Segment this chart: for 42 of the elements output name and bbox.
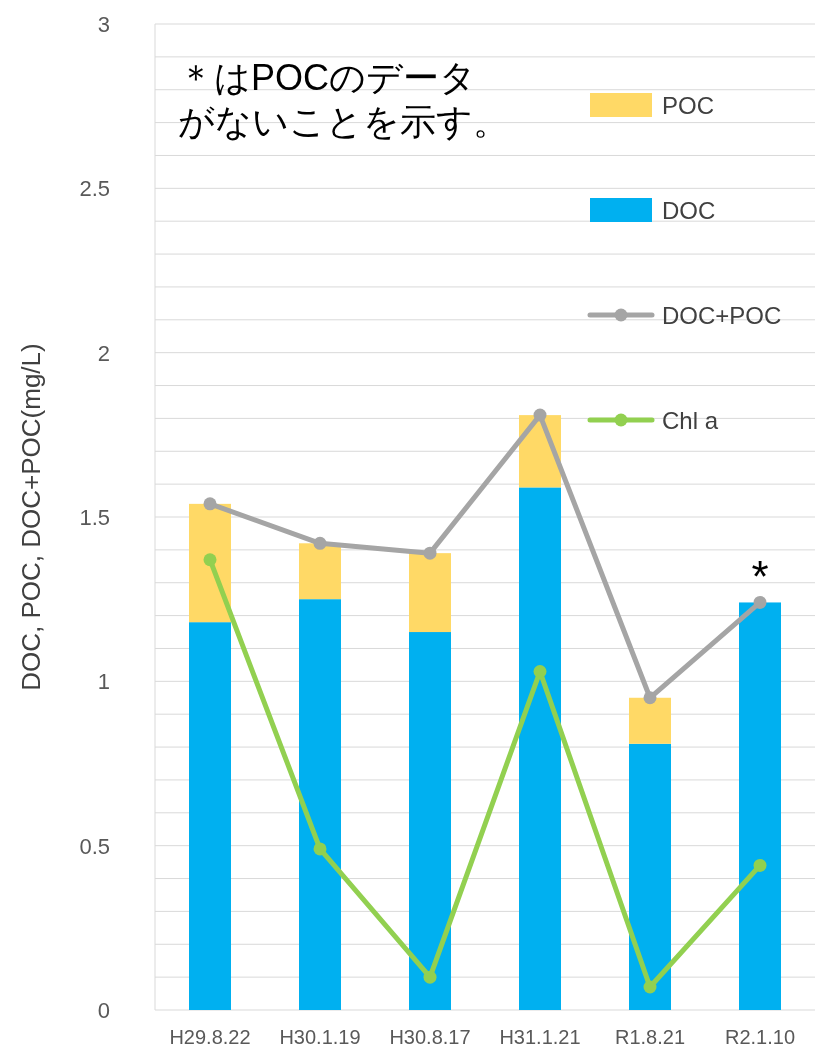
legend-label: Chl a xyxy=(662,407,719,434)
y-tick-label: 0 xyxy=(97,998,110,1023)
point xyxy=(313,842,327,856)
y-tick-label: 3 xyxy=(97,12,110,37)
annotation: * xyxy=(751,552,769,602)
bar xyxy=(409,553,451,633)
x-tick-label: R2.1.10 xyxy=(724,1026,796,1048)
point xyxy=(533,408,547,422)
point xyxy=(423,970,437,984)
y-axis-title: DOC, POC, DOC+POC(mg/L) xyxy=(16,343,46,691)
x-tick-label: H30.1.19 xyxy=(279,1026,361,1048)
bar xyxy=(299,543,341,600)
bar xyxy=(629,743,671,1010)
point xyxy=(753,595,767,609)
point xyxy=(753,858,767,872)
bar xyxy=(299,599,341,1010)
point xyxy=(203,553,217,567)
y-tick-label: 1.5 xyxy=(79,505,110,530)
bar xyxy=(409,632,451,1010)
x-tick-label: H31.1.21 xyxy=(499,1026,581,1048)
point xyxy=(643,980,657,994)
annotation: がないことを示す。 xyxy=(178,101,509,142)
bar xyxy=(189,622,231,1010)
legend-label: POC xyxy=(662,92,715,119)
x-tick-label: R1.8.21 xyxy=(614,1026,686,1048)
x-tick-label: H30.8.17 xyxy=(389,1026,471,1048)
point xyxy=(423,546,437,560)
legend-label: DOC+POC xyxy=(662,302,782,329)
point xyxy=(203,497,217,511)
annotation: ＊はPOCのデータ xyxy=(178,57,477,98)
point xyxy=(313,536,327,550)
y-tick-label: 1 xyxy=(97,669,110,695)
y-tick-label: 0.5 xyxy=(79,833,110,859)
legend-label: DOC xyxy=(662,197,716,224)
point xyxy=(643,691,657,705)
y-tick-label: 2 xyxy=(97,340,110,366)
point xyxy=(533,664,547,678)
bar xyxy=(739,602,781,1010)
bar xyxy=(519,487,561,1010)
y-tick-label: 2.5 xyxy=(79,176,110,202)
x-tick-label: H29.8.22 xyxy=(169,1026,251,1048)
bar xyxy=(629,697,671,744)
